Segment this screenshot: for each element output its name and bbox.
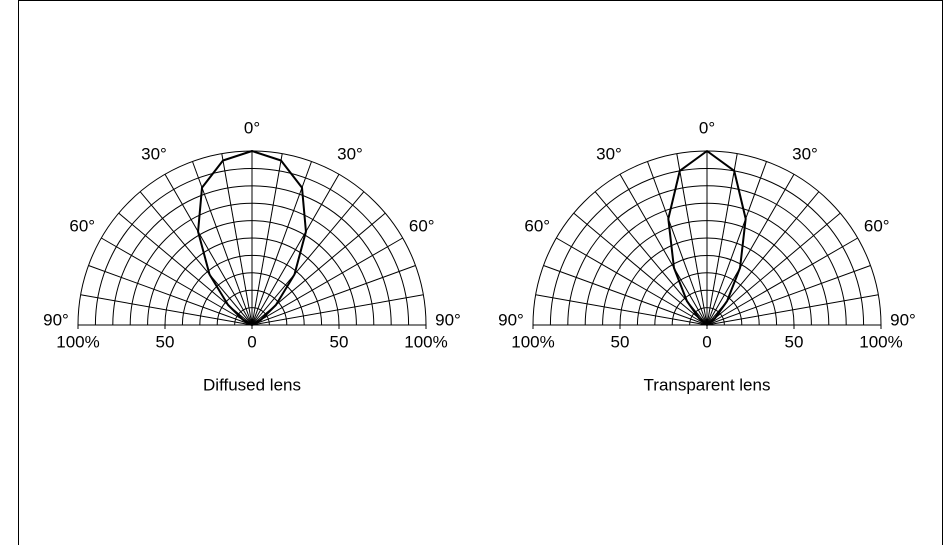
pattern-curve [197, 150, 307, 326]
grid-spoke [164, 174, 253, 326]
theta-tick-label: 0° [699, 118, 715, 137]
grid-spoke [619, 174, 708, 326]
grid-spoke [101, 237, 253, 326]
grid-spoke [706, 212, 841, 326]
theta-tick-label: 90° [498, 310, 524, 329]
grid-spoke [647, 161, 708, 326]
x-tick-label: 100% [859, 332, 902, 351]
x-tick-label: 100% [404, 332, 447, 351]
theta-tick-label: 60° [69, 216, 95, 235]
theta-tick-label: 30° [337, 145, 363, 164]
grid-spoke [251, 265, 416, 326]
chart-caption: Transparent lens [644, 375, 771, 394]
grid-spoke [706, 161, 767, 326]
grid-spoke [706, 237, 858, 326]
grid-spoke [706, 153, 738, 326]
x-tick-label: 50 [785, 332, 804, 351]
grid-spoke [556, 237, 708, 326]
x-tick-label: 100% [511, 332, 554, 351]
grid-spoke [221, 153, 253, 326]
grid-spoke [251, 174, 340, 326]
grid-spoke [676, 153, 708, 326]
theta-tick-label: 30° [141, 145, 167, 164]
grid-spoke [251, 294, 424, 326]
theta-tick-label: 90° [890, 310, 916, 329]
grid-spoke [535, 294, 708, 326]
grid-spoke [706, 174, 795, 326]
theta-tick-label: 90° [43, 310, 69, 329]
chart-caption: Diffused lens [203, 375, 301, 394]
x-tick-label: 50 [156, 332, 175, 351]
grid-spoke [543, 265, 708, 326]
theta-tick-label: 30° [792, 145, 818, 164]
grid-spoke [251, 191, 365, 326]
theta-tick-label: 60° [864, 216, 890, 235]
grid-spoke [706, 265, 871, 326]
grid-spoke [251, 237, 403, 326]
theta-tick-label: 60° [524, 216, 550, 235]
frame [18, 0, 943, 545]
theta-tick-label: 60° [409, 216, 435, 235]
theta-tick-label: 0° [244, 118, 260, 137]
x-tick-label: 0 [247, 332, 256, 351]
grid-spoke [251, 153, 283, 326]
theta-tick-label: 90° [435, 310, 461, 329]
grid-spoke [80, 294, 253, 326]
x-tick-label: 50 [611, 332, 630, 351]
x-tick-label: 100% [56, 332, 99, 351]
theta-tick-label: 30° [596, 145, 622, 164]
grid-spoke [139, 191, 253, 326]
grid-spoke [573, 212, 708, 326]
grid-spoke [88, 265, 253, 326]
pattern-curve [667, 150, 747, 326]
x-tick-label: 0 [702, 332, 711, 351]
x-tick-label: 50 [330, 332, 349, 351]
grid-spoke [706, 294, 879, 326]
